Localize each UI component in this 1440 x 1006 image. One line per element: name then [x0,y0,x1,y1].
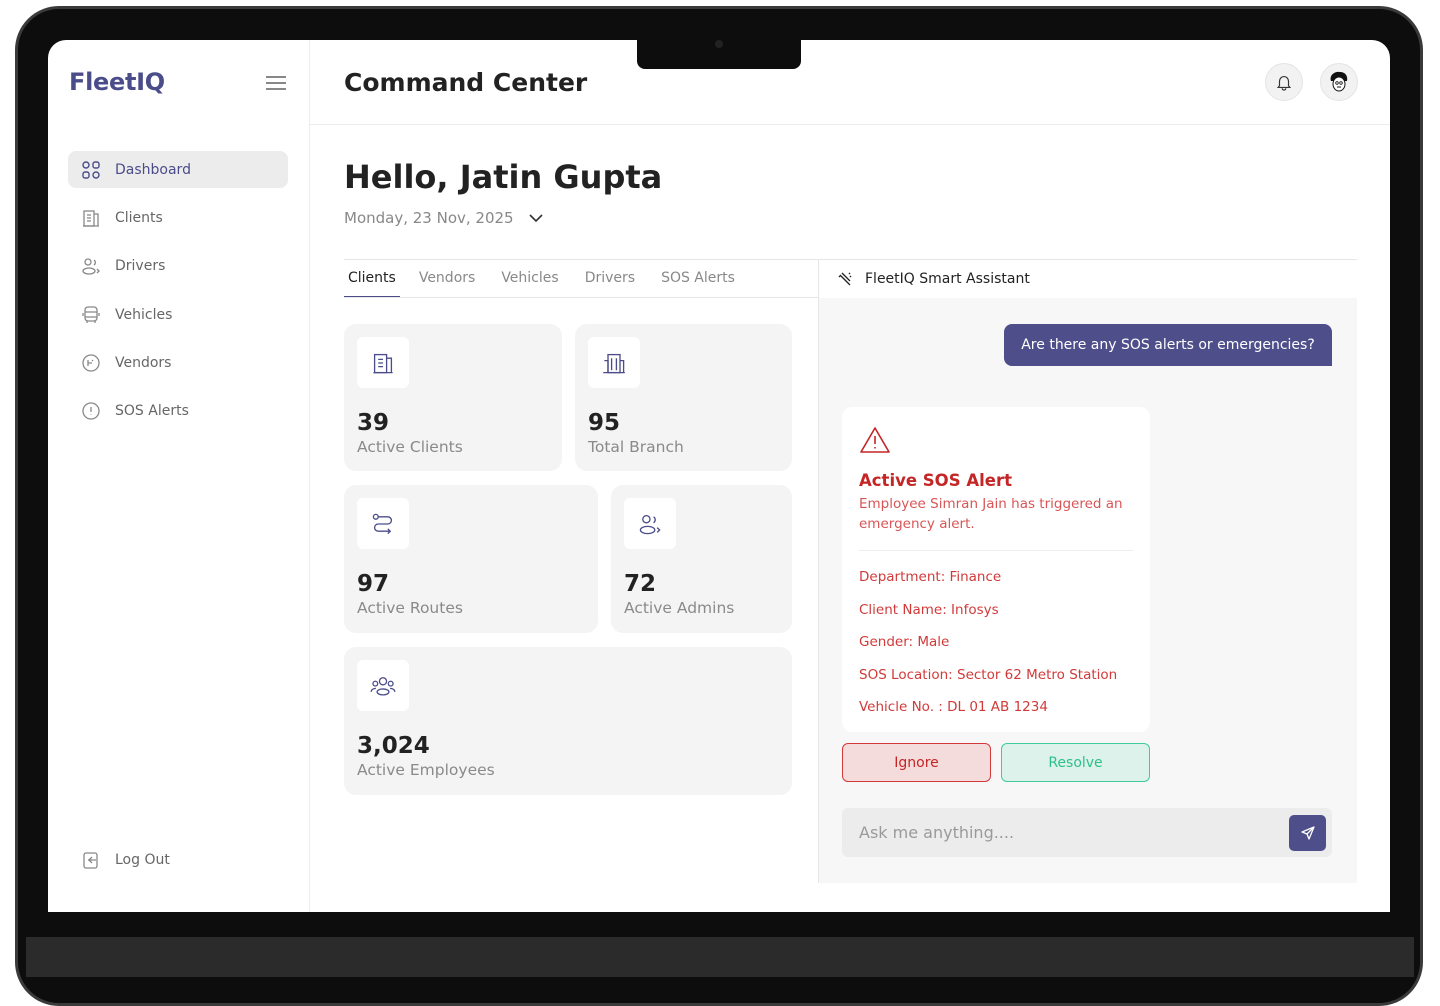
sidebar-item-vehicles[interactable]: Vehicles [68,296,288,333]
user-message: Are there any SOS alerts or emergencies? [1004,324,1332,366]
send-icon [1300,826,1315,840]
alert-field-location: SOS Location: Sector 62 Metro Station [859,666,1118,683]
warning-icon [860,427,890,453]
alert-field-gender: Gender: Male [859,634,950,650]
grid-icon [82,160,100,179]
header-divider [310,124,1390,125]
laptop-base [26,937,1414,977]
tab-sos-alerts[interactable]: SOS Alerts [661,270,735,286]
sidebar-item-drivers[interactable]: Drivers [68,247,288,284]
users-icon [624,498,676,549]
avatar-icon [1330,71,1348,92]
stat-value: 3,024 [357,733,430,759]
bus-icon [82,305,100,323]
sidebar-item-dashboard[interactable]: Dashboard [68,151,288,188]
building-icon [83,209,99,227]
stat-label: Total Branch [588,438,684,456]
stat-card-active-routes[interactable]: 97 Active Routes [344,485,598,633]
tab-clients[interactable]: Clients [344,260,400,298]
divider [344,297,818,298]
logout-button[interactable]: Log Out [68,841,288,878]
alert-field-vehicle: Vehicle No. : DL 01 AB 1234 [859,699,1048,715]
alert-field-client: Client Name: Infosys [859,601,999,618]
office-icon [588,337,640,388]
assistant-header: FleetIQ Smart Assistant [818,260,1357,298]
alert-title: Active SOS Alert [859,471,1012,490]
vendor-icon [82,353,100,372]
chevron-down-icon [529,214,543,223]
app-screen: FleetIQ Dashboard Clients Drivers Vehicl… [48,40,1390,912]
stat-value: 72 [624,571,657,597]
stat-label: Active Admins [624,599,735,617]
page-title: Command Center [344,68,588,97]
sidebar: FleetIQ Dashboard Clients Drivers Vehicl… [48,40,310,912]
group-icon [357,660,409,711]
greeting: Hello, Jatin Gupta [344,158,663,196]
menu-icon[interactable] [266,76,286,90]
alert-field-department: Department: Finance [859,569,1002,585]
stat-value: 95 [588,410,621,436]
alert-circle-icon [82,401,100,420]
sidebar-item-clients[interactable]: Clients [68,199,288,236]
tab-vehicles[interactable]: Vehicles [501,270,559,286]
stat-label: Active Clients [357,438,463,456]
logo: FleetIQ [69,68,165,96]
stat-value: 97 [357,571,390,597]
ask-input[interactable]: Ask me anything.... [842,808,1332,857]
magic-wand-icon [838,272,852,286]
users-icon [82,257,100,275]
stat-card-active-employees[interactable]: 3,024 Active Employees [344,647,792,795]
assistant-title: FleetIQ Smart Assistant [865,271,1030,287]
notification-button[interactable] [1265,63,1303,101]
sidebar-item-vendors[interactable]: Vendors [68,344,288,381]
send-button[interactable] [1289,815,1326,851]
tab-vendors[interactable]: Vendors [418,270,476,286]
stat-card-total-branch[interactable]: 95 Total Branch [575,324,792,471]
date-selector[interactable]: Monday, 23 Nov, 2025 [344,209,544,227]
logout-icon [83,851,98,869]
divider [344,259,1357,260]
stat-card-active-admins[interactable]: 72 Active Admins [611,485,792,633]
avatar[interactable] [1320,63,1358,101]
ignore-button[interactable]: Ignore [842,743,991,782]
stat-card-active-clients[interactable]: 39 Active Clients [344,324,562,471]
route-icon [357,498,409,549]
alert-description: Employee Simran Jain has triggered an em… [859,496,1123,532]
building-icon [357,337,409,388]
bell-icon [1276,76,1292,91]
date-text: Monday, 23 Nov, 2025 [344,209,514,227]
sidebar-item-sos-alerts[interactable]: SOS Alerts [68,392,288,429]
stat-label: Active Routes [357,599,463,617]
stat-value: 39 [357,410,390,436]
sos-alert-card: Active SOS Alert Employee Simran Jain ha… [842,407,1150,732]
resolve-button[interactable]: Resolve [1001,743,1150,782]
divider [859,550,1133,551]
camera-notch [637,38,801,69]
tab-drivers[interactable]: Drivers [584,270,636,286]
stat-label: Active Employees [357,761,495,779]
tabs: Clients Vendors Vehicles Drivers SOS Ale… [344,260,757,298]
